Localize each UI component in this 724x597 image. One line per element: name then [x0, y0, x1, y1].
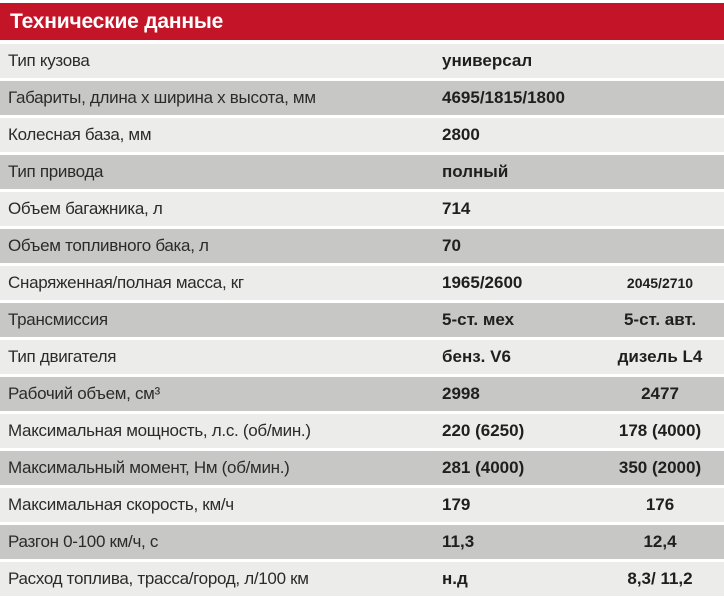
spec-value-2: 8,3/ 11,2 [627, 569, 693, 588]
spec-value-1: 714 [442, 199, 471, 218]
spec-value-1: 5-ст. мех [442, 310, 515, 329]
spec-label: Трансмиссия [8, 310, 108, 329]
spec-value-1: 4695/1815/1800 [442, 88, 565, 107]
spec-value-1: 2800 [442, 125, 480, 144]
spec-value-2: 178 (4000) [618, 421, 702, 440]
spec-value-2: 12,4 [643, 532, 677, 551]
spec-value-1: бенз. V6 [442, 347, 511, 366]
spec-value-1: 179 [442, 495, 471, 514]
spec-label: Тип привода [8, 162, 104, 181]
spec-label: Колесная база, мм [8, 125, 152, 144]
spec-value-2: 350 (2000) [618, 458, 702, 477]
table-row: Тип двигателя бенз. V6 дизель L4 [0, 340, 724, 374]
table-row: Тип привода полный [0, 155, 724, 189]
table-title: Технические данные [10, 9, 224, 33]
table-row: Расход топлива, трасса/город, л/100 км н… [0, 562, 724, 596]
table-title-bar: Технические данные [0, 3, 724, 40]
spec-value-1: полный [442, 162, 509, 181]
table-row: Максимальный момент, Нм (об/мин.) 281 (4… [0, 451, 724, 485]
spec-value-2: 5-ст. авт. [623, 310, 697, 329]
table-row: Колесная база, мм 2800 [0, 118, 724, 152]
spec-label: Тип двигателя [8, 347, 117, 366]
spec-label: Тип кузова [8, 51, 90, 70]
spec-value-2: дизель L4 [617, 347, 703, 366]
spec-value-1: 220 (6250) [442, 421, 525, 440]
spec-label: Максимальная скорость, км/ч [8, 495, 234, 514]
table-row: Разгон 0-100 км/ч, с 11,3 12,4 [0, 525, 724, 559]
spec-label: Объем топливного бака, л [8, 236, 209, 255]
spec-rows: Тип кузова универсал Габариты, длина х ш… [0, 44, 724, 596]
spec-label: Объем багажника, л [8, 199, 163, 218]
spec-value-1: 281 (4000) [442, 458, 525, 477]
spec-value-1: 1965/2600 [442, 273, 523, 292]
spec-value-2: 2045/2710 [626, 275, 694, 291]
spec-value-1: 11,3 [442, 532, 475, 551]
spec-value-2: 2477 [641, 384, 679, 403]
spec-value-1: н.д [442, 569, 468, 588]
table-row: Максимальная скорость, км/ч 179 176 [0, 488, 724, 522]
spec-label: Максимальная мощность, л.с. (об/мин.) [8, 421, 311, 440]
table-row: Тип кузова универсал [0, 44, 724, 78]
spec-label: Снаряженная/полная масса, кг [8, 273, 244, 292]
table-row: Снаряженная/полная масса, кг 1965/2600 2… [0, 266, 724, 300]
table-row: Габариты, длина х ширина х высота, мм 46… [0, 81, 724, 115]
spec-value-1: универсал [442, 51, 533, 70]
spec-value-1: 70 [442, 236, 461, 255]
spec-label: Рабочий объем, см³ [8, 384, 160, 403]
table-row: Трансмиссия 5-ст. мех 5-ст. авт. [0, 303, 724, 337]
table-row: Рабочий объем, см³ 2998 2477 [0, 377, 724, 411]
spec-value-2: 176 [645, 495, 675, 514]
table-row: Максимальная мощность, л.с. (об/мин.) 22… [0, 414, 724, 448]
spec-label: Габариты, длина х ширина х высота, мм [8, 88, 316, 107]
table-row: Объем багажника, л 714 [0, 192, 724, 226]
spec-value-1: 2998 [442, 384, 480, 403]
spec-label: Разгон 0-100 км/ч, с [8, 532, 159, 551]
spec-label: Расход топлива, трасса/город, л/100 км [8, 569, 309, 588]
table-row: Объем топливного бака, л 70 [0, 229, 724, 263]
spec-label: Максимальный момент, Нм (об/мин.) [8, 458, 290, 477]
